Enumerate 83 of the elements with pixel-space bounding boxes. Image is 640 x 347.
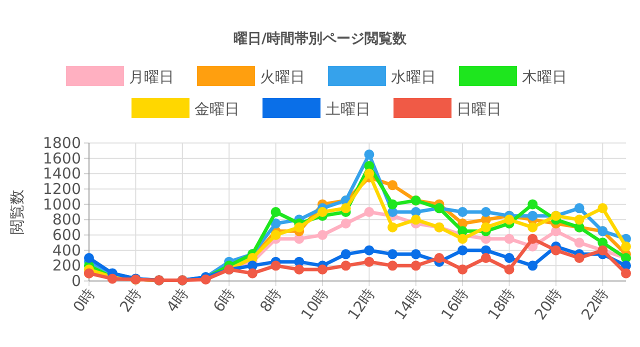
point	[364, 256, 374, 267]
point	[410, 214, 421, 225]
x-tick-label: 10時	[297, 284, 332, 324]
chart-title: 曜日/時間帯別ページ閲覧数	[233, 31, 408, 47]
point	[364, 168, 374, 179]
point	[458, 264, 468, 274]
y-tick-label: 1200	[42, 180, 81, 198]
point	[340, 218, 351, 228]
point	[84, 253, 94, 263]
point	[340, 260, 351, 271]
point	[574, 253, 584, 263]
point	[364, 245, 374, 256]
legend-label: 火曜日	[260, 68, 305, 86]
point	[504, 264, 514, 274]
point	[621, 242, 631, 252]
x-tick-label: 20時	[530, 284, 566, 324]
point	[388, 180, 398, 190]
x-tick-label: 2時	[116, 284, 145, 316]
point	[317, 230, 328, 240]
point	[388, 249, 398, 260]
point	[317, 207, 328, 217]
legend-label: 木曜日	[522, 68, 567, 86]
point	[388, 260, 398, 271]
point	[528, 210, 538, 221]
point	[364, 150, 374, 160]
point	[598, 203, 608, 214]
point	[317, 264, 328, 274]
y-tick-label: 0	[71, 272, 81, 290]
y-tick-label: 200	[52, 256, 81, 275]
point	[528, 199, 538, 210]
legend-label: 金曜日	[194, 100, 240, 118]
point	[528, 234, 538, 244]
point	[574, 214, 584, 225]
point	[528, 260, 538, 271]
y-tick-label: 1400	[42, 164, 81, 183]
point	[528, 222, 538, 232]
point	[550, 245, 561, 256]
point	[340, 203, 351, 214]
y-tick-label: 1000	[42, 195, 81, 214]
point	[364, 207, 374, 217]
point	[270, 230, 281, 240]
point	[270, 218, 281, 228]
legend-label: 月曜日	[129, 68, 174, 86]
y-tick-label: 1800	[42, 134, 81, 152]
point	[388, 222, 398, 232]
legend-label: 土曜日	[326, 100, 370, 118]
point	[247, 268, 258, 278]
point	[410, 260, 421, 271]
x-tick-label: 22時	[578, 284, 612, 324]
point	[270, 207, 281, 217]
point	[294, 222, 304, 232]
point	[480, 222, 491, 232]
x-tick-label: 12時	[344, 284, 378, 324]
x-tick-label: 16時	[438, 284, 472, 324]
x-tick-label: 18時	[484, 284, 519, 324]
point	[480, 253, 491, 263]
y-tick-label: 400	[52, 241, 81, 260]
x-tick-label: 14時	[390, 284, 426, 324]
point	[504, 214, 514, 225]
point	[574, 203, 584, 214]
x-tick-label: 6時	[210, 284, 238, 316]
point	[294, 264, 304, 274]
point	[270, 260, 281, 271]
point	[340, 249, 351, 260]
point	[458, 234, 468, 244]
legend-label: 水曜日	[391, 68, 436, 86]
point	[504, 253, 514, 263]
y-axis-title: 閲覧数	[8, 190, 26, 234]
point	[458, 207, 468, 217]
legend-label: 日曜日	[456, 100, 502, 118]
point	[574, 238, 584, 248]
point	[434, 253, 444, 263]
point	[621, 268, 631, 278]
y-tick-label: 600	[52, 226, 81, 244]
point	[480, 207, 491, 217]
y-tick-label: 800	[52, 210, 81, 229]
point	[504, 234, 514, 244]
point	[458, 245, 468, 256]
x-tick-label: 4時	[162, 284, 192, 316]
y-tick-label: 1600	[42, 149, 81, 168]
x-tick-label: 8時	[256, 284, 286, 316]
point	[388, 199, 398, 210]
point	[410, 249, 421, 260]
